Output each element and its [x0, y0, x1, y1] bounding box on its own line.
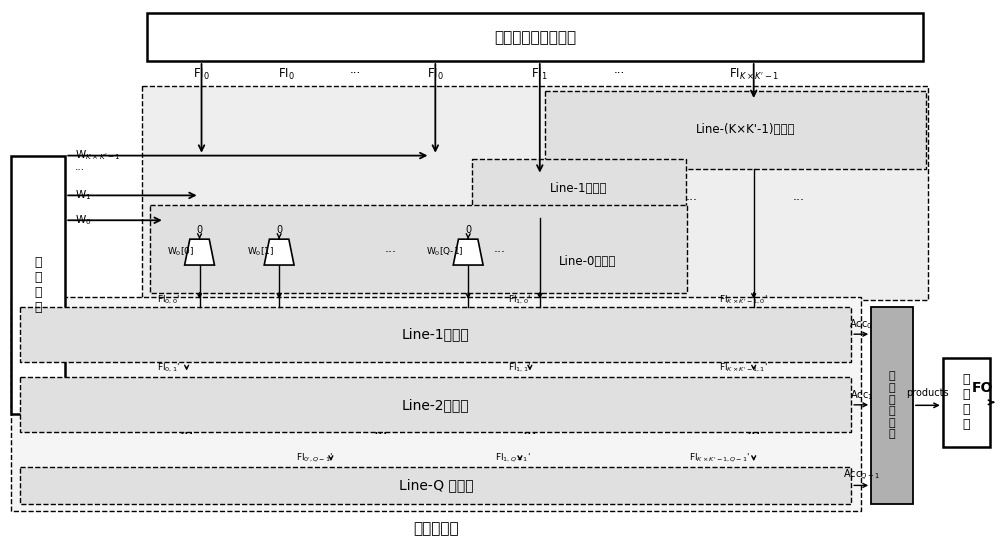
Text: W$_{K\times K'-1}$: W$_{K\times K'-1}$ — [75, 149, 121, 162]
Polygon shape — [185, 239, 214, 265]
Text: ···: ··· — [792, 194, 804, 207]
Bar — [11, 297, 861, 511]
Text: W$_0$[1]: W$_0$[1] — [247, 246, 274, 258]
Text: ···: ··· — [373, 427, 388, 441]
Text: FI$_0$: FI$_0$ — [193, 66, 210, 82]
Polygon shape — [453, 239, 483, 265]
Text: ···: ··· — [523, 427, 537, 441]
Text: FI$_1$: FI$_1$ — [531, 66, 548, 82]
Bar — [943, 358, 990, 447]
Text: products: products — [906, 389, 949, 398]
Bar — [472, 159, 686, 219]
Text: Line-2累加器: Line-2累加器 — [402, 398, 470, 412]
Text: 0: 0 — [465, 225, 471, 235]
Text: 累加器阵列: 累加器阵列 — [413, 521, 459, 536]
Text: FI$_{K\times K'-1,1}$': FI$_{K\times K'-1,1}$' — [719, 361, 768, 374]
Bar — [20, 467, 851, 504]
Text: 权
重
缓
存: 权 重 缓 存 — [34, 256, 42, 314]
Text: ···: ··· — [494, 246, 506, 259]
Text: ···: ··· — [179, 427, 194, 441]
Text: ···: ··· — [385, 246, 397, 259]
Polygon shape — [264, 239, 294, 265]
Text: W$_0$[0]: W$_0$[0] — [167, 246, 195, 258]
Bar — [545, 91, 926, 168]
Text: Acc$_{Q-1}$: Acc$_{Q-1}$ — [843, 468, 880, 483]
Text: 流
水
线
寄
存
器: 流 水 线 寄 存 器 — [889, 371, 895, 439]
Bar — [871, 307, 913, 504]
Text: Line-1比较器: Line-1比较器 — [550, 182, 608, 195]
Bar — [147, 13, 923, 61]
Text: FI$_{0',Q-1}$': FI$_{0',Q-1}$' — [296, 452, 333, 464]
Text: W$_1$: W$_1$ — [75, 189, 92, 202]
Text: ···: ··· — [746, 427, 761, 441]
Text: Line-(K×K'-1)比较器: Line-(K×K'-1)比较器 — [695, 123, 795, 136]
Text: W$_0$: W$_0$ — [75, 214, 92, 227]
Bar — [11, 156, 65, 414]
Text: FI$_{1,1}$': FI$_{1,1}$' — [508, 361, 531, 374]
Bar — [142, 86, 928, 300]
Text: 输入特征图数据缓存: 输入特征图数据缓存 — [494, 30, 576, 45]
Bar — [150, 205, 687, 293]
Text: FI$_0$: FI$_0$ — [278, 66, 295, 82]
Text: Line-Q 累加器: Line-Q 累加器 — [399, 479, 473, 493]
Text: 0: 0 — [196, 225, 203, 235]
Text: FI$_{K\times K'-1}$: FI$_{K\times K'-1}$ — [729, 66, 779, 82]
Text: 累
加
求
和: 累 加 求 和 — [963, 373, 970, 431]
Text: FI$_{0,0}$': FI$_{0,0}$' — [157, 294, 180, 306]
Text: 0: 0 — [276, 225, 282, 235]
Text: Acc$_1$: Acc$_1$ — [850, 388, 873, 402]
Text: ···: ··· — [75, 166, 85, 175]
Text: Line-1累加器: Line-1累加器 — [402, 327, 470, 341]
Text: FO: FO — [972, 382, 993, 396]
Text: FI$_{1,0}$': FI$_{1,0}$' — [508, 294, 531, 306]
Text: FI$_0$: FI$_0$ — [427, 66, 444, 82]
Bar — [20, 307, 851, 361]
Text: FI$_{K\times K'-1,0}$': FI$_{K\times K'-1,0}$' — [719, 294, 768, 306]
Text: ···: ··· — [686, 194, 698, 207]
Text: Acc$_0$: Acc$_0$ — [849, 317, 873, 331]
Text: W$_0$[Q-1]: W$_0$[Q-1] — [426, 246, 463, 258]
Bar — [20, 378, 851, 432]
Text: FI$_{1,Q-1}$': FI$_{1,Q-1}$' — [495, 452, 531, 464]
Text: ···: ··· — [350, 68, 361, 81]
Text: Line-0比较器: Line-0比较器 — [559, 255, 616, 268]
Text: ···: ··· — [614, 68, 625, 81]
Text: FI$_{0,1}$': FI$_{0,1}$' — [157, 361, 180, 374]
Text: FI$_{K\times K'-1,Q-1}$': FI$_{K\times K'-1,Q-1}$' — [689, 452, 750, 464]
